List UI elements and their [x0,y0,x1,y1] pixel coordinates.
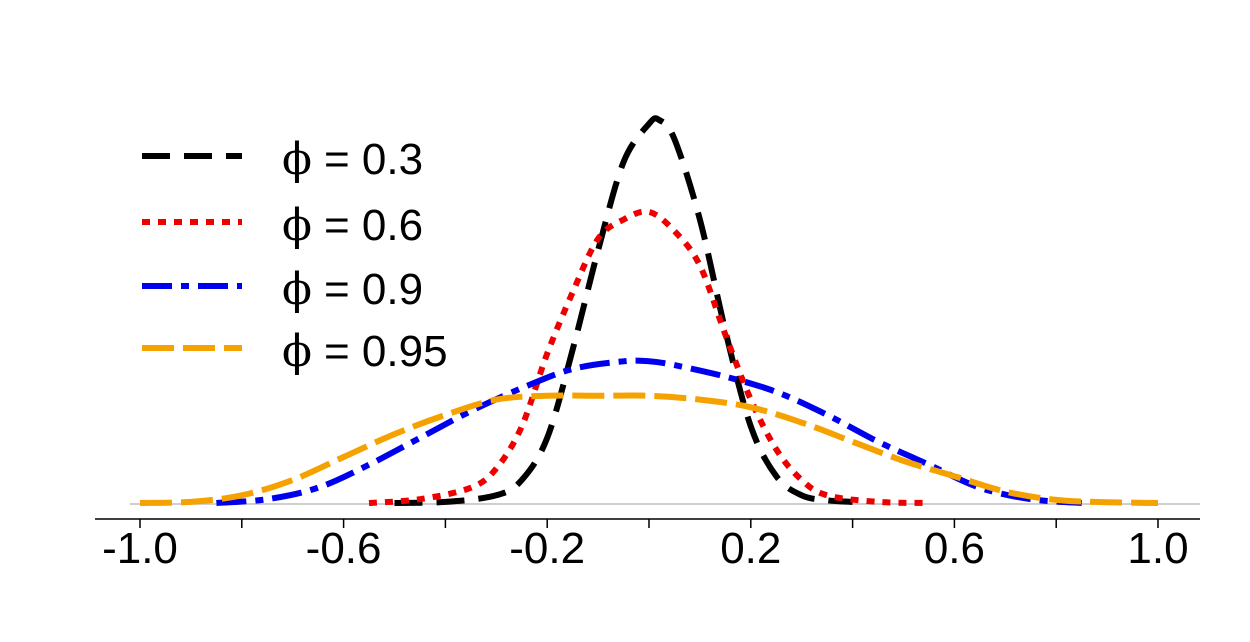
legend-value: = 0.95 [324,327,448,376]
legend: ϕ = 0.3ϕ = 0.6ϕ = 0.9ϕ = 0.95 [142,134,448,377]
legend-label-4: ϕ = 0.95 [282,326,448,377]
series-line-2 [368,208,930,506]
legend-symbol: ϕ [282,264,312,315]
legend-symbol: ϕ [282,200,312,251]
x-tick-label: 0.2 [720,524,781,573]
x-tick-label: 1.0 [1127,524,1188,573]
x-tick-label: -1.0 [102,524,178,573]
series-line-3 [216,357,1082,506]
legend-value: = 0.9 [324,265,423,314]
series-line-4 [139,392,1159,506]
x-axis-tick-labels: -1.0 -0.6 -0.2 0.2 0.6 1.0 [102,524,1189,573]
legend-label-2: ϕ = 0.6 [282,200,423,251]
legend-label-1: ϕ = 0.3 [282,134,423,185]
legend-symbol: ϕ [282,326,312,377]
legend-value: = 0.3 [324,135,423,184]
legend-symbol: ϕ [282,134,312,185]
x-axis-ticks [139,519,1159,528]
x-tick-label: 0.6 [924,524,985,573]
legend-value: = 0.6 [324,201,423,250]
x-tick-label: -0.6 [306,524,382,573]
x-tick-label: -0.2 [509,524,585,573]
series-line-1 [394,115,853,506]
series-lines [139,115,1159,506]
legend-label-3: ϕ = 0.9 [282,264,423,315]
